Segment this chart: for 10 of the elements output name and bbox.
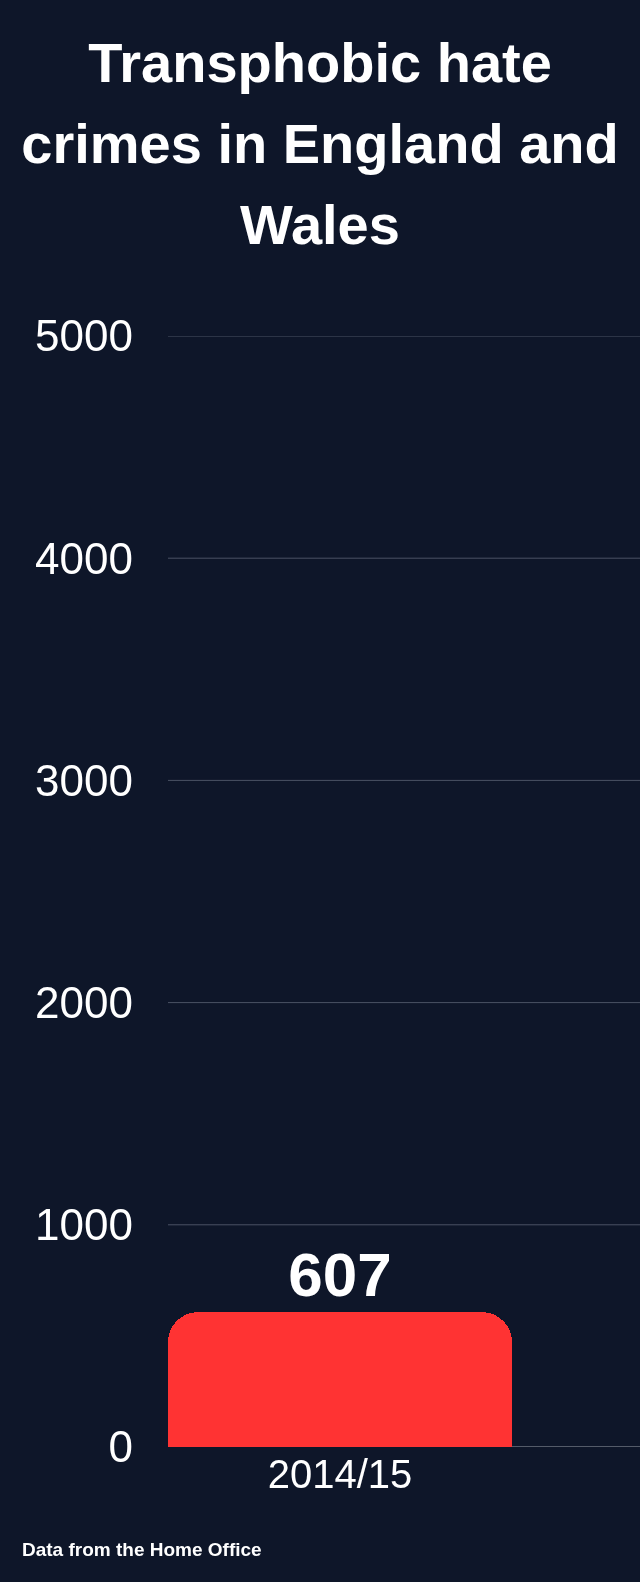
y-tick-label: 0 xyxy=(108,1422,133,1472)
x-tick-label: 2014/15 xyxy=(267,1452,413,1496)
y-tick-label: 2000 xyxy=(35,978,133,1027)
data-label: 607 xyxy=(288,1240,392,1310)
y-tick-label: 4000 xyxy=(35,533,133,583)
chart-title: Transphobic hate crimes in England and Wales xyxy=(20,30,620,258)
y-tick-label: 5000 xyxy=(35,311,133,361)
y-tick-label: 3000 xyxy=(35,755,133,805)
y-tick-label: 1000 xyxy=(35,1200,133,1250)
text: Data from the Home Office xyxy=(22,1539,262,1560)
